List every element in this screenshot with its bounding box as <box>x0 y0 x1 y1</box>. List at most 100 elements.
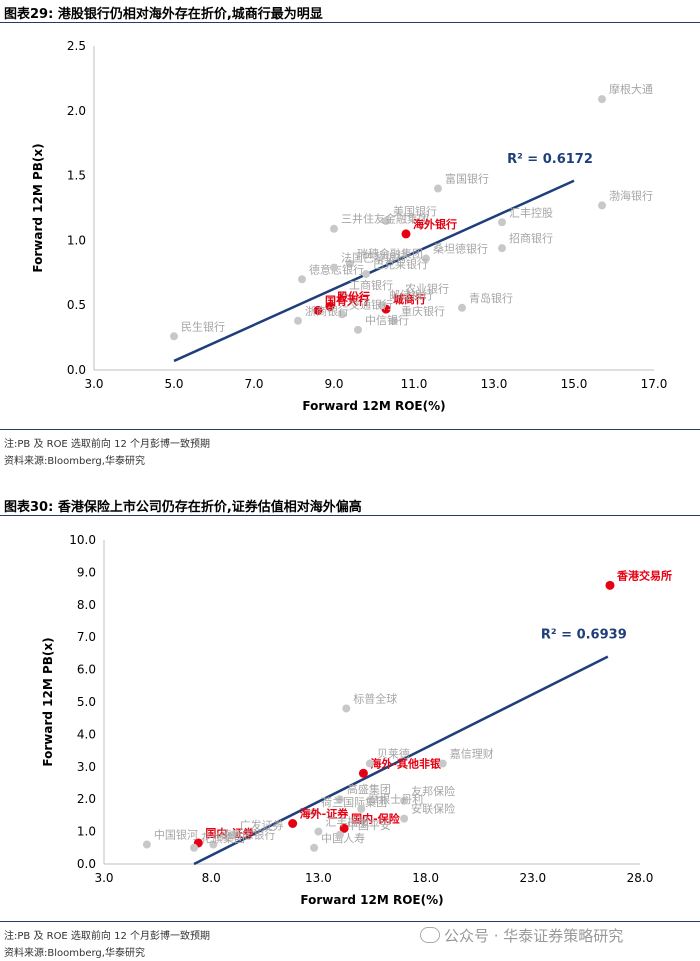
chart1-point-label: 摩根大通 <box>609 82 653 96</box>
chart1-point <box>378 301 386 310</box>
chart1-point-label: 民生银行 <box>181 319 225 333</box>
chart1-y-tick-label: 2.0 <box>67 104 86 118</box>
chart1-point-label: 重庆银行 <box>401 304 445 318</box>
chart2-x-tick-label: 28.0 <box>627 871 654 885</box>
chart1-point <box>390 316 398 325</box>
chart-2: 0.0 1.0 2.0 3.0 4.0 5.0 6.0 7.0 8.0 9.0 10.0 3.0 8.0… <box>41 533 672 907</box>
figure-1-bottom-rule <box>0 429 700 430</box>
chart2-point-label: 花旗集团 <box>201 831 245 845</box>
chart1-point <box>346 259 354 268</box>
chart2-point <box>400 796 409 805</box>
wechat-icon <box>420 927 440 943</box>
chart2-point-label: 中国平安 <box>347 818 391 832</box>
chart1-point <box>401 229 411 239</box>
chart1-point-label: 巴克莱银行 <box>373 257 428 271</box>
chart2-point <box>310 808 319 817</box>
chart1-x-tick-label: 9.0 <box>324 377 343 391</box>
chart2-point-label: 中国人寿 <box>321 831 365 845</box>
chart2-point-label: 汇丰控股 <box>325 815 369 829</box>
chart1-x-tick-label: 11.0 <box>401 377 428 391</box>
chart2-point <box>142 840 151 849</box>
chart1-point <box>458 303 466 312</box>
chart1-x-tick-label: 13.0 <box>481 377 508 391</box>
chart2-point <box>339 823 349 833</box>
chart1-point <box>598 201 606 210</box>
chart2-x-tick-label: 18.0 <box>412 871 439 885</box>
chart1-point <box>434 184 442 193</box>
chart1-point-label: 三井住友金融集团 <box>341 212 429 226</box>
chart2-y-tick-label: 6.0 <box>77 663 96 677</box>
chart1-y-tick-label: 0.0 <box>67 363 86 377</box>
chart1-y-tick-label: 2.5 <box>67 39 86 53</box>
chart1-point-label: 瑞穗金融集团 <box>357 247 423 261</box>
chart1-point-label: 美国银行 <box>393 204 437 218</box>
chart1-point <box>394 294 402 303</box>
chart2-point <box>335 830 344 839</box>
chart1-point-label: 渤海银行 <box>609 188 653 202</box>
chart2-point-label: 嘉信理财 <box>450 747 494 761</box>
chart1-y-tick-label: 0.5 <box>67 298 86 312</box>
chart2-y-tick-label: 3.0 <box>77 760 96 774</box>
figure-2-top-rule <box>0 515 700 516</box>
chart1-point <box>298 275 306 284</box>
chart2-point-label: 中国银河 <box>154 828 198 842</box>
chart1-point <box>330 263 338 272</box>
chart1-point <box>294 316 302 325</box>
chart2-x-tick-label: 13.0 <box>305 871 332 885</box>
chart2-point <box>357 804 366 813</box>
chart2-point-label: 德意志银行 <box>220 828 275 842</box>
chart1-point <box>598 95 606 104</box>
chart2-point-label: 香港交易所 <box>616 568 672 582</box>
chart1-point-label: 招商银行 <box>509 231 553 245</box>
chart2-point <box>358 768 368 778</box>
chart1-point-label: 浙商银行 <box>305 304 349 318</box>
chart2-point-label: 广发证券 <box>240 818 284 832</box>
chart1-point-label: 工商银行 <box>349 278 393 292</box>
chart2-point-label: 摩根士丹利 <box>368 792 423 806</box>
chart2-y-axis-label: Forward 12M PB(x) <box>41 637 55 766</box>
chart2-point <box>335 795 344 804</box>
chart2-point <box>314 827 323 836</box>
chart2-x-tick-label: 8.0 <box>202 871 221 885</box>
chart1-point-label: 桑坦德银行 <box>433 242 488 256</box>
chart1-y-tick-label: 1.0 <box>67 233 86 247</box>
chart2-y-tick-label: 1.0 <box>77 825 96 839</box>
chart1-x-axis-label: Forward 12M ROE(%) <box>302 399 445 413</box>
chart2-point-label: 海外-证券 <box>300 807 350 821</box>
chart1-x-tick-label: 15.0 <box>561 377 588 391</box>
chart1-point <box>382 216 390 225</box>
chart2-point <box>228 830 237 839</box>
chart1-point-label: 法国巴黎银行 <box>341 251 407 265</box>
chart-1: 0.0 0.5 1.0 1.5 2.0 2.5 3.0 5.0 7.0 9.0 11.0 13.0 15… <box>31 39 667 413</box>
chart2-point-label: 荷兰国际集团 <box>321 795 387 809</box>
chart2-y-tick-label: 2.0 <box>77 792 96 806</box>
chart2-trendline <box>193 655 609 866</box>
chart2-r2-label: R² = 0.6939 <box>541 628 627 643</box>
chart1-y-tick-label: 1.5 <box>67 169 86 183</box>
chart2-point <box>310 843 319 852</box>
chart2-y-tick-label: 7.0 <box>77 630 96 644</box>
chart2-x-tick-label: 3.0 <box>94 871 113 885</box>
chart1-point <box>170 332 178 341</box>
figure-2-source: 资料来源:Bloomberg,华泰研究 <box>4 948 145 959</box>
chart2-point-label: 友邦保险 <box>411 784 455 798</box>
chart2-x-axis-label: Forward 12M ROE(%) <box>300 893 443 907</box>
chart1-x-tick-label: 5.0 <box>164 377 183 391</box>
figure-2-title: 图表30: 香港保险上市公司仍存在折价,证券估值相对海外偏高 <box>4 500 362 515</box>
chart1-point-label: 农业银行 <box>405 282 449 296</box>
chart1-point <box>422 254 430 263</box>
chart1-point <box>325 301 335 311</box>
chart2-point-label: 高盛集团 <box>347 782 391 796</box>
chart2-point-label: 贝莱德 <box>377 747 410 761</box>
chart2-point <box>605 580 615 590</box>
chart2-point <box>342 704 351 713</box>
chart1-r2-label: R² = 0.6172 <box>507 152 593 167</box>
chart2-point-label: 标普全球 <box>353 691 397 705</box>
chart1-point <box>362 270 370 279</box>
chart1-point-label: 青岛银行 <box>469 291 513 305</box>
chart2-point <box>190 843 199 852</box>
chart1-point-label: 邮储银行 <box>389 288 433 302</box>
chart1-point <box>338 310 346 319</box>
figure-1-top-rule <box>0 22 700 23</box>
chart1-point <box>354 325 362 334</box>
